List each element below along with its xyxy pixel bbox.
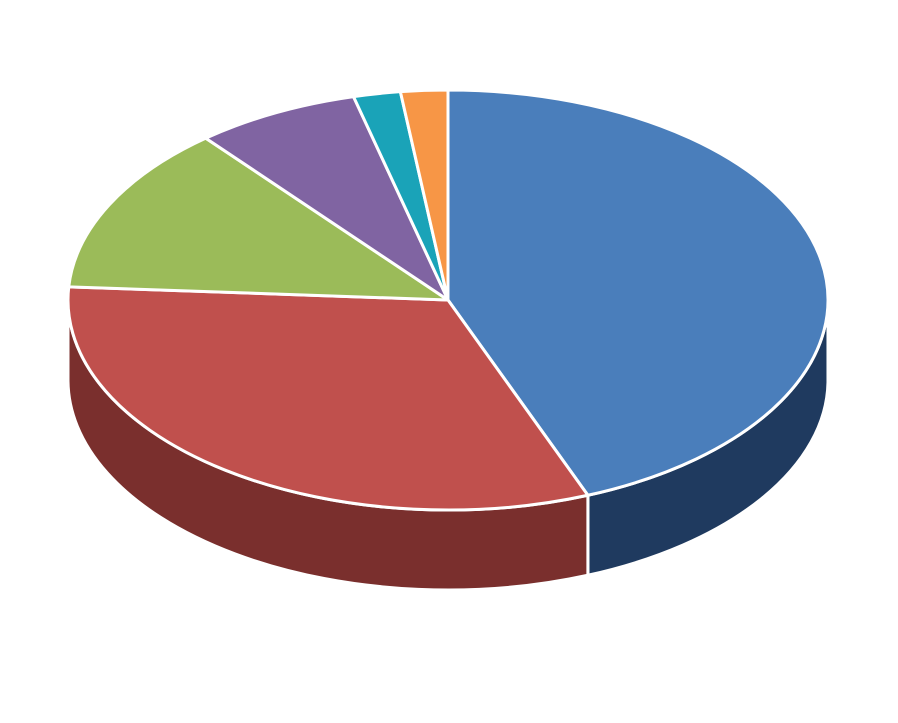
pie-chart-3d xyxy=(0,0,898,723)
pie-chart-svg xyxy=(0,0,898,723)
